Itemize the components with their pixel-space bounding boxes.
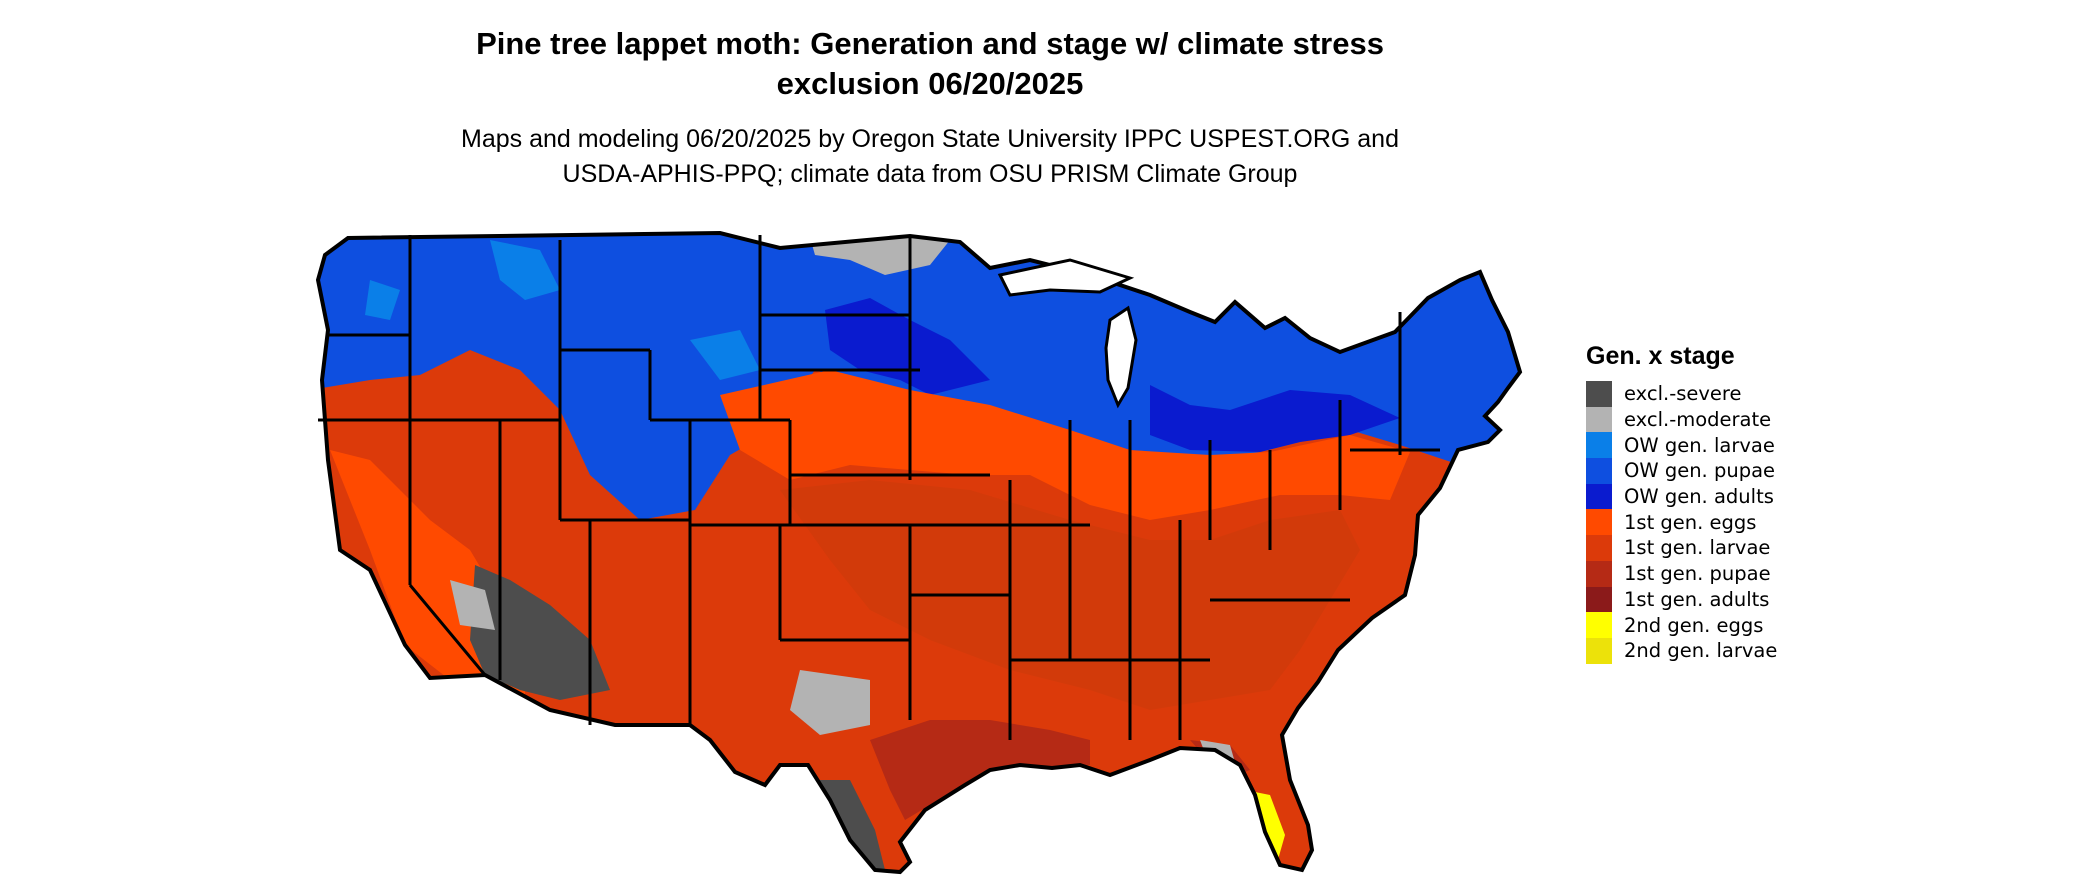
map-subtitle: Maps and modeling 06/20/2025 by Oregon S…: [0, 122, 1860, 192]
legend-items: excl.-severe excl.-moderate OW gen. larv…: [1586, 381, 1777, 664]
subtitle-line-1: Maps and modeling 06/20/2025 by Oregon S…: [461, 125, 1399, 153]
legend: Gen. x stage excl.-severe excl.-moderate…: [1586, 342, 1777, 664]
legend-label: 2nd gen. larvae: [1624, 639, 1778, 663]
title-line-1: Pine tree lappet moth: Generation and st…: [476, 26, 1384, 61]
legend-swatch: [1586, 483, 1612, 510]
legend-item: OW gen. pupae: [1586, 458, 1777, 484]
us-map: [316, 231, 1522, 874]
legend-label: 1st gen. larvae: [1624, 536, 1771, 560]
legend-label: 1st gen. adults: [1624, 587, 1770, 611]
legend-title: Gen. x stage: [1586, 342, 1735, 370]
legend-item: excl.-severe: [1586, 381, 1777, 407]
legend-label: excl.-severe: [1624, 382, 1742, 406]
lake-superior: [997, 258, 1135, 297]
legend-swatch: [1586, 637, 1612, 664]
legend-item: OW gen. adults: [1586, 483, 1777, 510]
legend-item: OW gen. larvae: [1586, 432, 1777, 459]
legend-swatch: [1586, 432, 1612, 459]
legend-swatch: [1586, 458, 1612, 484]
state-boundaries: [318, 235, 1440, 740]
legend-label: OW gen. adults: [1624, 485, 1774, 509]
legend-swatch: [1586, 560, 1612, 587]
title-line-2: exclusion 06/20/2025: [776, 66, 1084, 101]
legend-swatch: [1586, 586, 1612, 613]
legend-label: 2nd gen. eggs: [1624, 613, 1764, 637]
legend-swatch: [1586, 509, 1612, 536]
legend-item: 1st gen. pupae: [1586, 560, 1777, 587]
legend-label: 1st gen. pupae: [1624, 562, 1771, 586]
legend-label: OW gen. larvae: [1624, 433, 1775, 457]
lake-michigan: [1104, 305, 1138, 409]
legend-item: 1st gen. adults: [1586, 586, 1777, 613]
legend-item: 1st gen. larvae: [1586, 535, 1777, 561]
legend-swatch: [1586, 535, 1612, 561]
region-1st-gen-eggs: [330, 370, 1410, 700]
legend-swatch: [1586, 406, 1612, 433]
region-excl-severe-sw: [470, 565, 885, 870]
region-1st-gen-pupae: [870, 720, 1250, 820]
legend-label: excl.-moderate: [1624, 408, 1772, 432]
legend-label: 1st gen. eggs: [1624, 510, 1757, 534]
legend-label: OW gen. pupae: [1624, 459, 1776, 483]
legend-item: 2nd gen. eggs: [1586, 612, 1777, 638]
legend-swatch: [1586, 381, 1612, 407]
legend-item: excl.-moderate: [1586, 406, 1777, 433]
legend-swatch: [1586, 612, 1612, 638]
legend-item: 2nd gen. larvae: [1586, 637, 1778, 664]
region-ow-larvae: [365, 240, 760, 380]
map-title: Pine tree lappet moth: Generation and st…: [0, 24, 1860, 104]
subtitle-line-2: USDA-APHIS-PPQ; climate data from OSU PR…: [562, 160, 1298, 188]
legend-item: 1st gen. eggs: [1586, 509, 1777, 536]
region-north-ow-adults: [825, 298, 1400, 452]
